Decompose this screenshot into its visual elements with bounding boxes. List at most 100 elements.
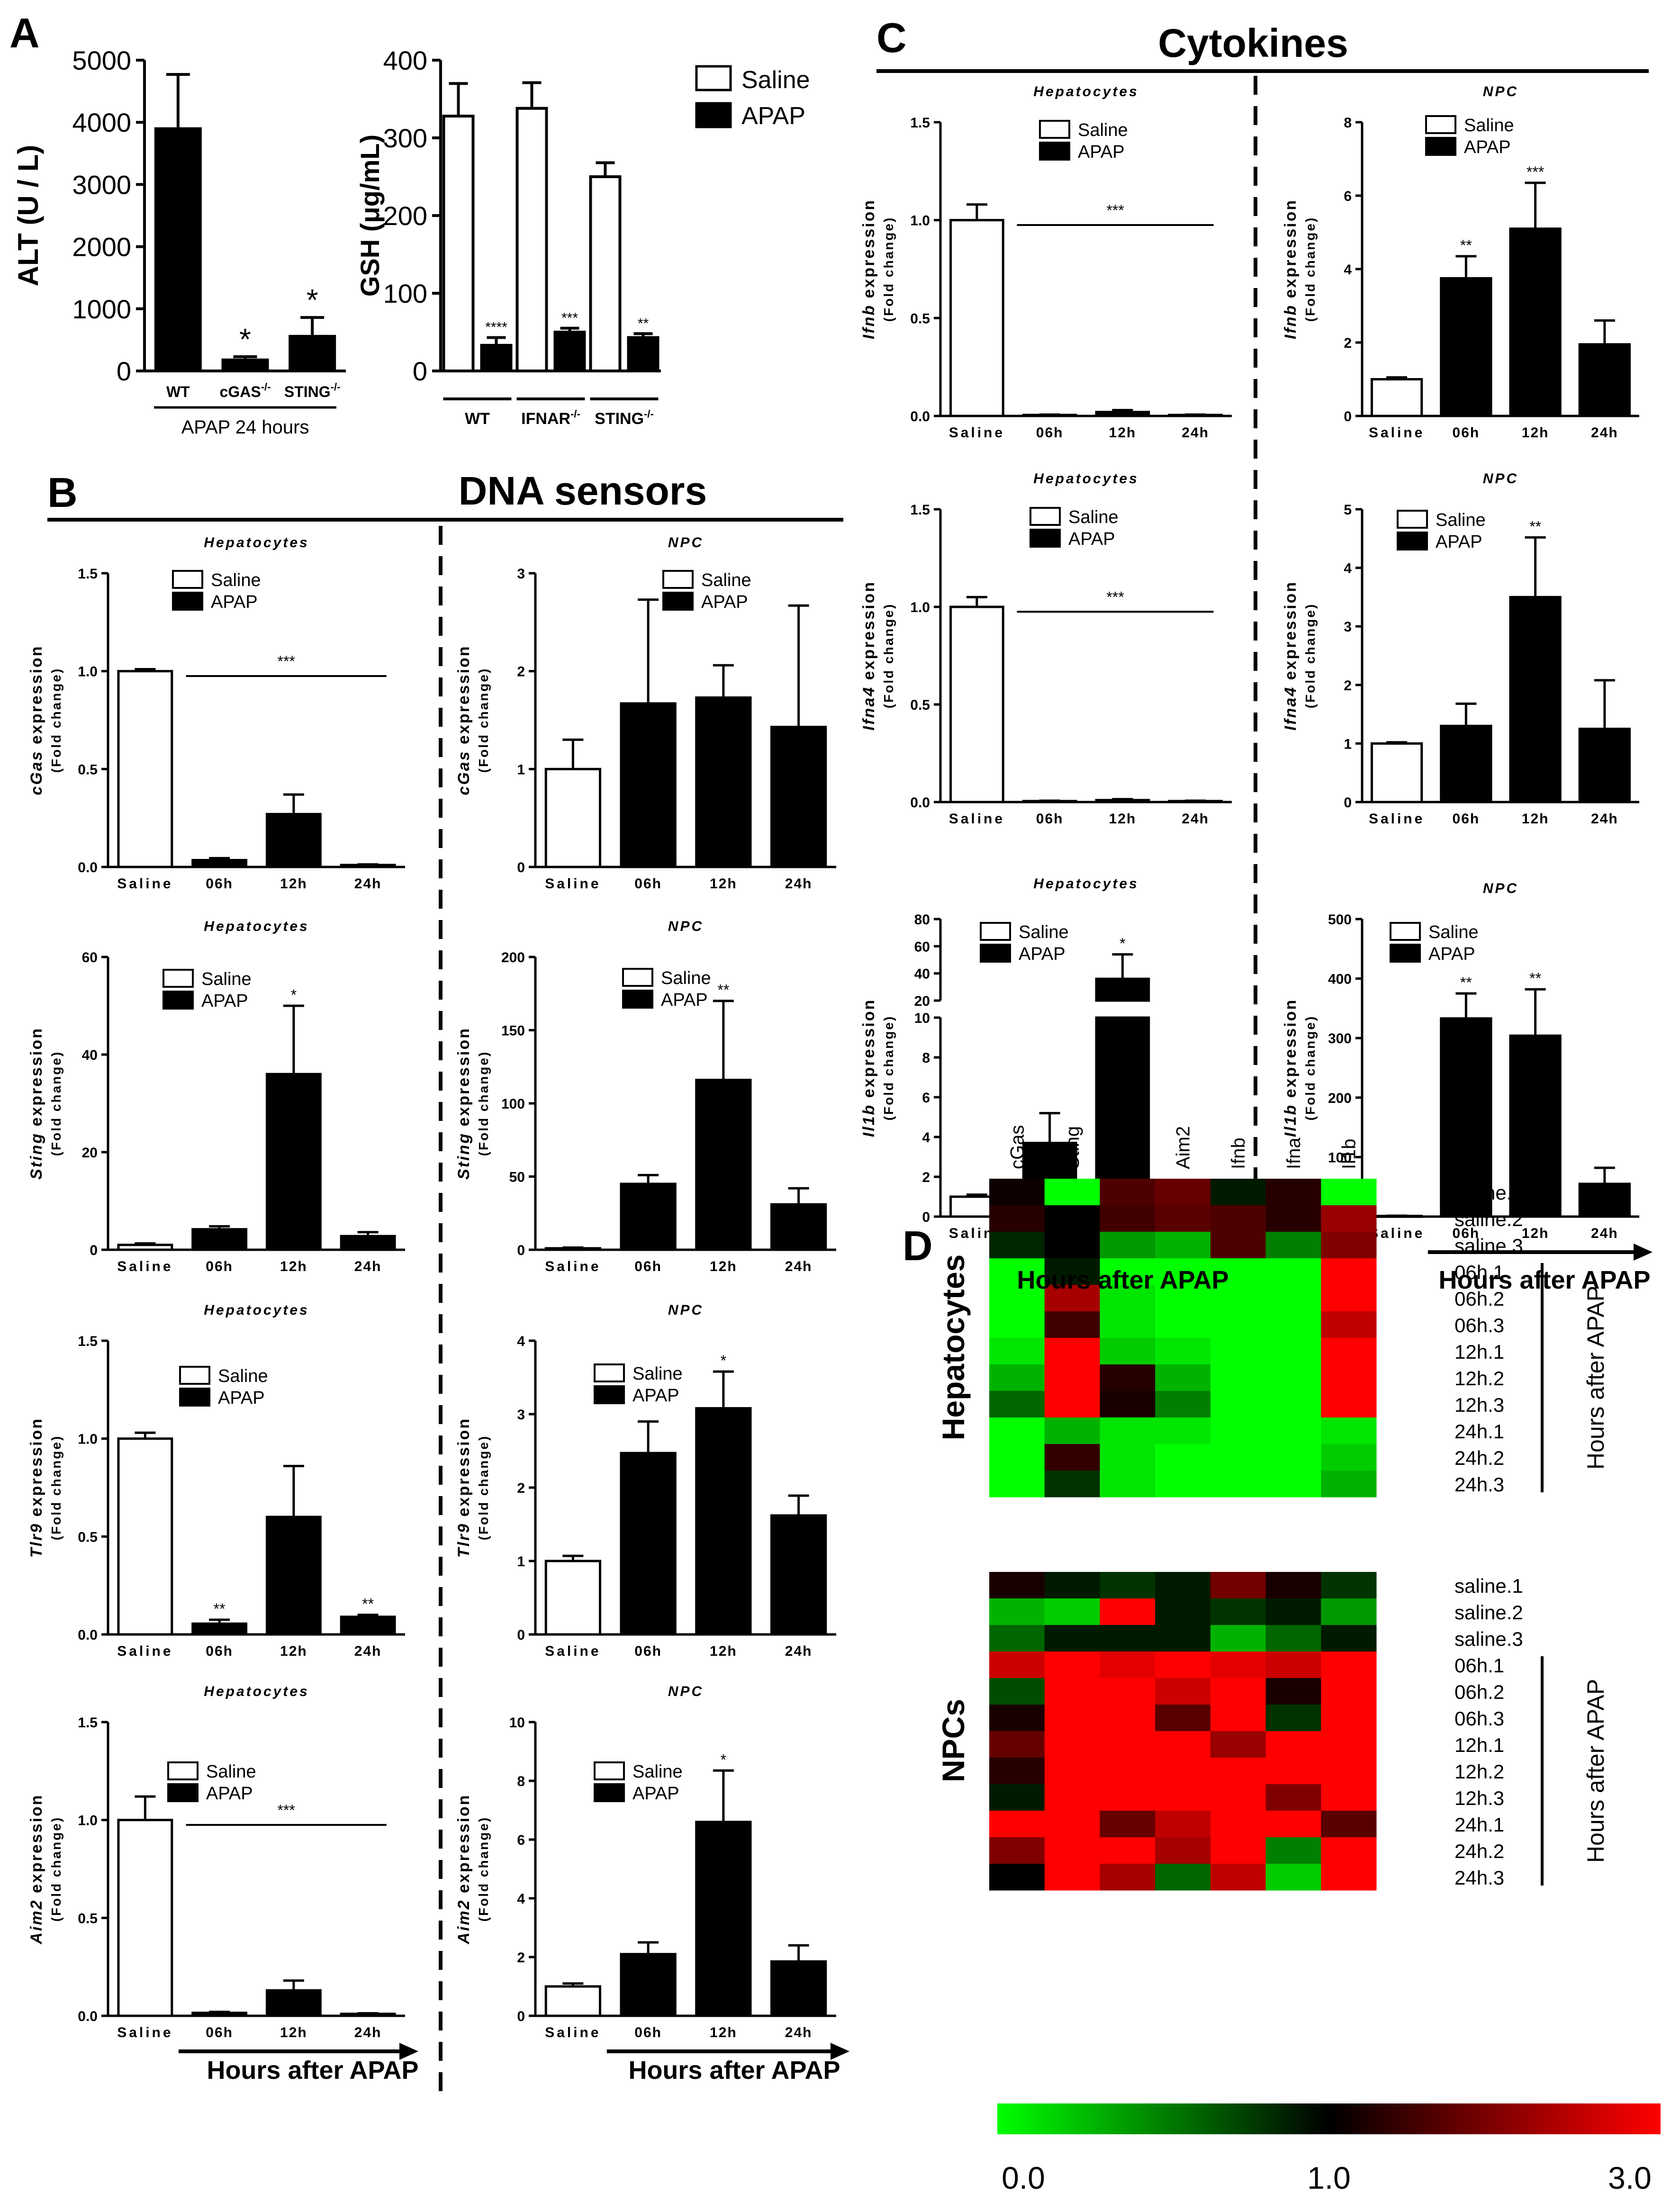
- x-tick-label-B-Tlr9-Hep-0: Saline: [117, 1643, 173, 1659]
- sig-C-Il1b-Hep-2: *: [1120, 935, 1125, 952]
- x-tick-label-C-Il1b-NPC-3: 24h: [1591, 1226, 1618, 1241]
- y-tick-label-lower-3: 6: [922, 1090, 930, 1106]
- legend-label-apap-C-Ifnb-Hep: APAP: [1078, 142, 1125, 162]
- bar-B-Tlr9-Hep-1: [191, 1622, 248, 1636]
- chart-title-C-Ifnb-NPC: NPC: [1483, 84, 1518, 99]
- y-tick-label-C-Ifna4-NPC-0: 0: [1344, 795, 1352, 811]
- legend-label-saline-C-Ifna4-Hep: Saline: [1068, 507, 1119, 527]
- heatmap-cell-0-11-1: [1044, 1471, 1100, 1498]
- heatmap-cell-1-7-4: [1210, 1758, 1266, 1785]
- legend-label-saline-B-Tlr9-NPC: Saline: [632, 1364, 683, 1384]
- bar-B-Aim2-NPC-0: [544, 1985, 602, 2017]
- heatmap-cell-0-2-0: [989, 1232, 1045, 1259]
- ylabel-sub-B-cGas-NPC: (Fold change): [476, 668, 491, 773]
- chart-title-C-Ifnb-Hep: Hepatocytes: [1033, 84, 1138, 99]
- ylabel-sub-B-Tlr9-Hep: (Fold change): [49, 1435, 63, 1541]
- heatmap-cell-0-6-4: [1210, 1338, 1266, 1365]
- heatmap-cell-0-0-3: [1155, 1179, 1211, 1206]
- bar-alt-0: [154, 127, 202, 371]
- heatmap-cell-1-4-6: [1321, 1678, 1377, 1705]
- ylabel-expression: expression: [1282, 999, 1300, 1104]
- heatmap-cell-1-11-6: [1321, 1864, 1377, 1891]
- y-tick-label-B-Aim2-Hep-3: 1.5: [78, 1715, 98, 1731]
- heatmap-cell-1-5-0: [989, 1705, 1045, 1732]
- sig-C-Ifna4-NPC-2: **: [1529, 518, 1541, 535]
- x-tick-label-B-Aim2-Hep-2: 12h: [280, 2025, 307, 2040]
- x-tick-label-C-Ifna4-Hep-3: 24h: [1182, 811, 1209, 827]
- sig-B-Aim2-NPC-2: *: [721, 1751, 726, 1768]
- sig-line-label-B-cGas-Hep: ***: [278, 653, 295, 670]
- heatmap-column-label-3: Aim2: [1173, 1126, 1194, 1169]
- ylabel-sub-B-Aim2-NPC: (Fold change): [476, 1816, 491, 1922]
- colorbar-label-mid: 1.0: [1307, 2160, 1351, 2195]
- legend-label-saline-B-Aim2-NPC: Saline: [632, 1762, 683, 1782]
- ylabel-B-Aim2-Hep: Aim2 expression: [27, 1794, 45, 1944]
- x-tick-label-C-Ifnb-Hep-0: Saline: [949, 425, 1005, 441]
- x-tick-label-B-Tlr9-NPC-1: 06h: [634, 1643, 662, 1659]
- bar-C-Ifnb-Hep-2: [1095, 411, 1150, 417]
- heatmap-cell-0-2-3: [1155, 1232, 1211, 1259]
- heatmap-cell-0-0-1: [1044, 1179, 1100, 1206]
- heatmap-cell-1-8-0: [989, 1784, 1045, 1811]
- heatmap-cell-0-9-4: [1210, 1417, 1266, 1444]
- legend-swatch-apap-B-Tlr9-NPC: [594, 1385, 625, 1404]
- y-tick-label-gsh-2: 200: [383, 201, 427, 231]
- sig-gsh-1: ***: [561, 310, 578, 326]
- heatmap-row-label-1-9: 24h.1: [1454, 1814, 1504, 1836]
- y-tick-label-C-Ifnb-Hep-2: 1.0: [910, 213, 930, 229]
- x-tick-label-C-Ifna4-Hep-1: 06h: [1036, 811, 1064, 827]
- bar-B-Tlr9-NPC-3: [770, 1514, 827, 1636]
- bar-gsh-1-0: [515, 107, 548, 372]
- ylabel-B-Tlr9-Hep: Tlr9 expression: [27, 1417, 45, 1558]
- y-tick-label-C-Il1b-NPC-4: 400: [1328, 972, 1352, 987]
- x-tick-label-alt-2: STING-/-: [284, 381, 341, 400]
- x-tick-label-B-Tlr9-Hep-3: 24h: [354, 1643, 382, 1659]
- heatmap-column-label-6: Il1b: [1339, 1139, 1360, 1170]
- heatmap-row-label-0-10: 24h.2: [1454, 1447, 1504, 1469]
- heatmap-cell-0-3-2: [1100, 1258, 1156, 1285]
- legend-swatch-apap-C-Ifna4-Hep: [1030, 529, 1061, 548]
- bar-C-Il1b-NPC-1: [1440, 1017, 1492, 1218]
- bar-C-Ifna4-Hep-3: [1168, 800, 1223, 803]
- section-title-dna-sensors: DNA sensors: [459, 469, 707, 513]
- heatmap-cell-0-1-0: [989, 1205, 1045, 1232]
- y-tick-label-B-cGas-Hep-2: 1.0: [78, 664, 98, 680]
- legend-swatch-apap-B-Aim2-NPC: [594, 1783, 625, 1802]
- y-tick-label-B-Aim2-Hep-0: 0.0: [78, 2009, 98, 2024]
- x-tick-label-B-Tlr9-Hep-2: 12h: [280, 1643, 307, 1659]
- legend-swatch-saline-C-Il1b-NPC: [1390, 922, 1421, 941]
- y-tick-label-C-Ifnb-NPC-0: 0: [1344, 409, 1352, 424]
- heatmap-cell-1-4-2: [1100, 1678, 1156, 1705]
- heatmap-cell-1-6-1: [1044, 1731, 1100, 1758]
- group-label-alt: APAP 24 hours: [181, 417, 309, 438]
- group-label-base: STING: [595, 410, 644, 428]
- heatmap-cell-1-11-2: [1100, 1864, 1156, 1891]
- y-tick-label-B-Tlr9-Hep-0: 0.0: [78, 1627, 98, 1643]
- bar-B-cGas-Hep-1: [191, 859, 248, 868]
- heatmap-cell-0-9-6: [1321, 1417, 1377, 1444]
- heatmap-cell-1-10-2: [1100, 1837, 1156, 1864]
- bar-B-cGas-NPC-3: [770, 725, 827, 868]
- x-tick-label-C-Ifnb-NPC-0: Saline: [1369, 425, 1425, 441]
- sig-B-Tlr9-NPC-2: *: [721, 1352, 726, 1369]
- ylabel-sub-C-Il1b-NPC: (Fold change): [1303, 1015, 1318, 1121]
- legend-label-apap-B-Tlr9-NPC: APAP: [632, 1386, 679, 1406]
- legend-swatch-apap-B-Sting-Hep: [163, 991, 194, 1010]
- heatmap-cell-0-4-3: [1155, 1285, 1211, 1312]
- legend-swatch-saline-B-Tlr9-Hep: [179, 1366, 210, 1385]
- x-tick-label-B-Tlr9-NPC-3: 24h: [785, 1643, 813, 1659]
- legend-label-apap-B-Tlr9-Hep: APAP: [218, 1388, 265, 1408]
- ylabel-sub-B-Sting-Hep: (Fold change): [49, 1051, 63, 1156]
- bar-C-Il1b-NPC-2: [1509, 1034, 1562, 1218]
- ylabel-expression: expression: [27, 645, 45, 750]
- y-tick-label-B-cGas-NPC-0: 0: [517, 860, 525, 875]
- legend-swatch-saline-B-Aim2-NPC: [594, 1761, 625, 1780]
- ylabel-C-Ifna4-NPC: Ifna4 expression: [1282, 581, 1300, 731]
- y-tick-label-gsh-3: 300: [383, 123, 427, 153]
- legend-label-saline-B-Sting-Hep: Saline: [201, 969, 252, 989]
- y-tick-label-B-Sting-Hep-3: 60: [82, 950, 98, 966]
- y-tick-label-lower-4: 8: [922, 1050, 930, 1066]
- heatmap-cell-1-7-1: [1044, 1758, 1100, 1785]
- legend-label-saline-B-Sting-NPC: Saline: [661, 968, 711, 988]
- heatmap-cell-1-8-5: [1265, 1784, 1321, 1811]
